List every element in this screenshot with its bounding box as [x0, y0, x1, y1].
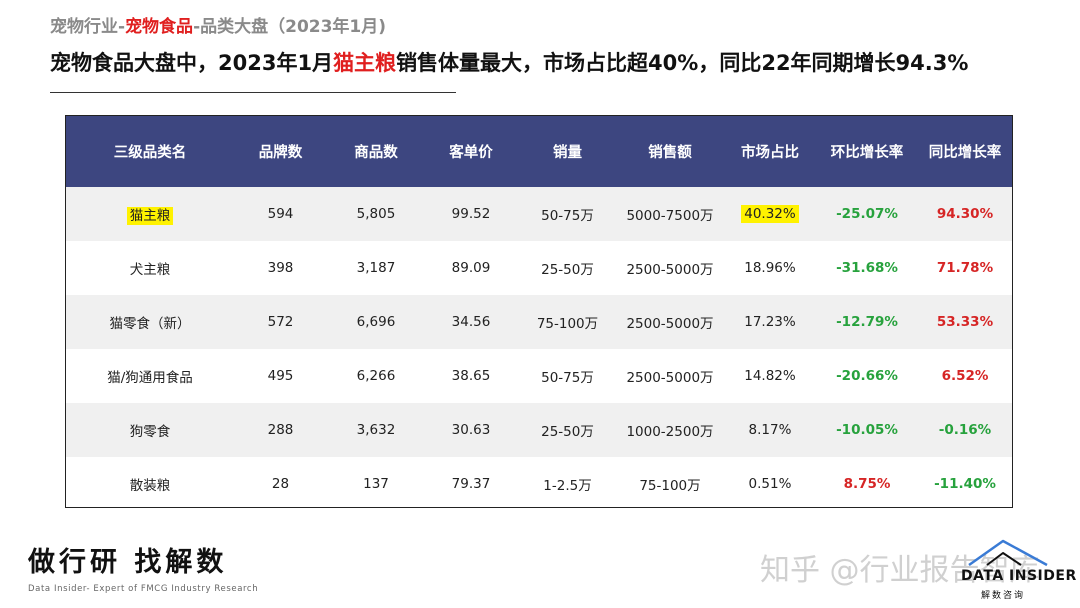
products-cell: 5,805	[327, 187, 425, 241]
products-cell: 6,266	[327, 349, 425, 403]
category-cell: 散装粮	[66, 457, 234, 508]
share-cell: 17.23%	[722, 295, 818, 349]
sales-cell: 2500-5000万	[618, 295, 722, 349]
data-table: 三级品类名 品牌数 商品数 客单价 销量 销售额 市场占比 环比增长率 同比增长…	[66, 116, 1013, 508]
column-header: 商品数	[327, 116, 425, 187]
mom-cell: -10.05%	[818, 403, 916, 457]
yoy-cell: -11.40%	[916, 457, 1013, 508]
avg-price-cell: 30.63	[425, 403, 517, 457]
share-cell: 40.32%	[722, 187, 818, 241]
mom-cell: -31.68%	[818, 241, 916, 295]
table-header-row: 三级品类名 品牌数 商品数 客单价 销量 销售额 市场占比 环比增长率 同比增长…	[66, 116, 1013, 187]
sales-cell: 1000-2500万	[618, 403, 722, 457]
footer-tagline: Data Insider- Expert of FMCG Industry Re…	[28, 584, 258, 594]
products-cell: 137	[327, 457, 425, 508]
volume-cell: 75-100万	[517, 295, 618, 349]
logo-subtitle: 解数咨询	[981, 588, 1025, 601]
category-cell: 狗零食	[66, 403, 234, 457]
avg-price-cell: 38.65	[425, 349, 517, 403]
column-header: 品牌数	[234, 116, 327, 187]
mom-cell: -25.07%	[818, 187, 916, 241]
volume-cell: 25-50万	[517, 241, 618, 295]
logo-mark-icon	[963, 535, 1053, 569]
yoy-cell: 6.52%	[916, 349, 1013, 403]
share-cell: 18.96%	[722, 241, 818, 295]
table-row: 猫/狗通用食品 495 6,266 38.65 50-75万 2500-5000…	[66, 349, 1013, 403]
mom-cell: -12.79%	[818, 295, 916, 349]
share-cell: 14.82%	[722, 349, 818, 403]
sales-cell: 75-100万	[618, 457, 722, 508]
volume-cell: 25-50万	[517, 403, 618, 457]
table-row: 犬主粮 398 3,187 89.09 25-50万 2500-5000万 18…	[66, 241, 1013, 295]
volume-cell: 1-2.5万	[517, 457, 618, 508]
breadcrumb-part-3: -品类大盘（2023年1月)	[193, 17, 386, 37]
table-row: 猫主粮 594 5,805 99.52 50-75万 5000-7500万 40…	[66, 187, 1013, 241]
breadcrumb-part-2: 宠物食品	[125, 17, 193, 37]
table-row: 散装粮 28 137 79.37 1-2.5万 75-100万 0.51% 8.…	[66, 457, 1013, 508]
yoy-cell: -0.16%	[916, 403, 1013, 457]
category-cell: 猫零食（新）	[66, 295, 234, 349]
brands-cell: 594	[234, 187, 327, 241]
volume-cell: 50-75万	[517, 187, 618, 241]
breadcrumb-part-1: 宠物行业-	[50, 17, 125, 37]
column-header: 销售额	[618, 116, 722, 187]
title-part-3: 销售体量最大，市场占比超40%，同比22年同期增长94.3%	[396, 51, 968, 75]
highlighted-category: 猫主粮	[127, 207, 174, 225]
title-part-1: 宠物食品大盘中，2023年1月	[50, 51, 333, 75]
avg-price-cell: 34.56	[425, 295, 517, 349]
yoy-cell: 94.30%	[916, 187, 1013, 241]
mom-cell: -20.66%	[818, 349, 916, 403]
share-cell: 8.17%	[722, 403, 818, 457]
avg-price-cell: 79.37	[425, 457, 517, 508]
page-title: 宠物食品大盘中，2023年1月猫主粮销售体量最大，市场占比超40%，同比22年同…	[50, 47, 968, 77]
mom-cell: 8.75%	[818, 457, 916, 508]
table-row: 猫零食（新） 572 6,696 34.56 75-100万 2500-5000…	[66, 295, 1013, 349]
volume-cell: 50-75万	[517, 349, 618, 403]
brands-cell: 28	[234, 457, 327, 508]
title-highlight: 猫主粮	[333, 51, 396, 75]
products-cell: 6,696	[327, 295, 425, 349]
footer-slogan: 做行研 找解数	[28, 540, 227, 579]
yoy-cell: 53.33%	[916, 295, 1013, 349]
category-cell: 犬主粮	[66, 241, 234, 295]
company-logo: DATA INSIDER 解数咨询	[955, 535, 1067, 605]
products-cell: 3,187	[327, 241, 425, 295]
table-row: 狗零食 288 3,632 30.63 25-50万 1000-2500万 8.…	[66, 403, 1013, 457]
sales-cell: 5000-7500万	[618, 187, 722, 241]
category-table: 三级品类名 品牌数 商品数 客单价 销量 销售额 市场占比 环比增长率 同比增长…	[65, 115, 1013, 508]
column-header: 同比增长率	[916, 116, 1013, 187]
category-cell: 猫/狗通用食品	[66, 349, 234, 403]
brands-cell: 572	[234, 295, 327, 349]
column-header: 客单价	[425, 116, 517, 187]
avg-price-cell: 89.09	[425, 241, 517, 295]
breadcrumb: 宠物行业-宠物食品-品类大盘（2023年1月)	[50, 12, 386, 37]
logo-name: DATA INSIDER	[961, 568, 1077, 584]
products-cell: 3,632	[327, 403, 425, 457]
category-cell: 猫主粮	[66, 187, 234, 241]
column-header: 销量	[517, 116, 618, 187]
sales-cell: 2500-5000万	[618, 349, 722, 403]
yoy-cell: 71.78%	[916, 241, 1013, 295]
brands-cell: 495	[234, 349, 327, 403]
sales-cell: 2500-5000万	[618, 241, 722, 295]
highlighted-share: 40.32%	[741, 205, 798, 223]
brands-cell: 288	[234, 403, 327, 457]
avg-price-cell: 99.52	[425, 187, 517, 241]
brands-cell: 398	[234, 241, 327, 295]
column-header: 环比增长率	[818, 116, 916, 187]
column-header: 市场占比	[722, 116, 818, 187]
share-cell: 0.51%	[722, 457, 818, 508]
column-header: 三级品类名	[66, 116, 234, 187]
title-divider	[50, 92, 456, 93]
